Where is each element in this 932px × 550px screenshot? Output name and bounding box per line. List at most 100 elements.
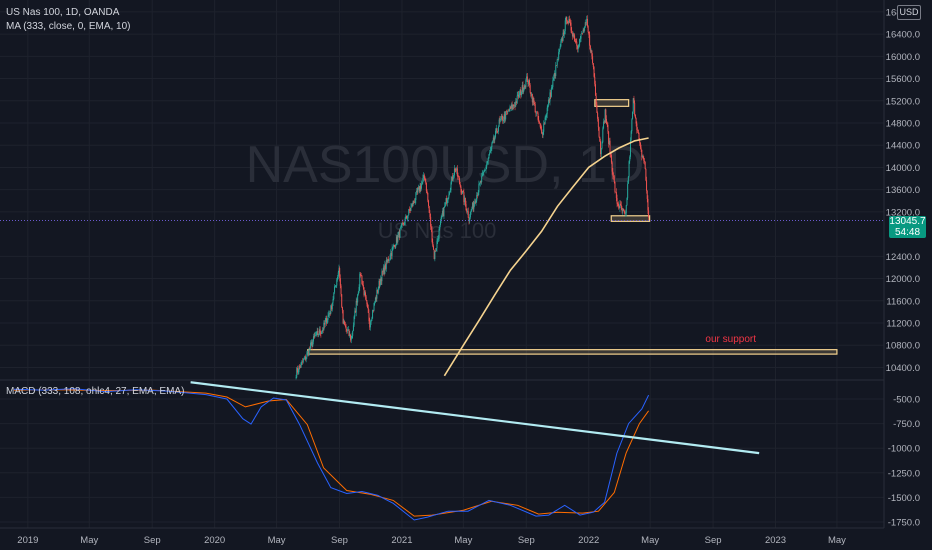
candle-body	[563, 32, 565, 35]
price-tick-label: 13600.0	[886, 185, 920, 196]
time-tick-label: Sep	[144, 535, 161, 546]
candle-body	[515, 101, 517, 104]
candle-body	[424, 177, 426, 179]
candle-body	[607, 124, 609, 132]
candle-body	[400, 224, 402, 228]
candle-body	[484, 169, 486, 172]
candle-body	[304, 356, 306, 360]
candle-body	[452, 178, 454, 181]
candle-body	[632, 111, 634, 120]
macd-tick-label: -1250.0	[888, 468, 920, 479]
candle-body	[536, 112, 538, 114]
candle-body	[448, 194, 450, 198]
price-tick-label: 12400.0	[886, 252, 920, 263]
candle-body	[612, 171, 614, 176]
candle-body	[493, 137, 495, 141]
candle-body	[531, 94, 533, 96]
candle-body	[615, 192, 617, 198]
candle-body	[641, 155, 643, 158]
time-tick-label: Sep	[518, 535, 535, 546]
candle-body	[399, 228, 401, 238]
candle-body	[374, 302, 376, 304]
time-axis[interactable]: 2019 May Sep 2020 May Sep 2021 May Sep 2022 May Sep…	[17, 535, 846, 546]
candle-body	[566, 16, 568, 22]
candle-body	[393, 244, 395, 247]
candle-body	[640, 147, 642, 150]
candle-body	[446, 198, 448, 204]
candle-body	[318, 334, 320, 336]
candle-body	[415, 192, 417, 200]
candle-body	[635, 118, 637, 124]
candle-body	[476, 194, 478, 201]
candle-body	[472, 202, 474, 210]
candle-body	[342, 310, 344, 324]
candle-body	[533, 98, 535, 103]
candle-body	[643, 158, 645, 162]
macd-trendline[interactable]	[190, 381, 760, 455]
candle-body	[392, 246, 394, 248]
candle-body	[611, 162, 613, 172]
currency-badge[interactable]: USD	[897, 5, 921, 20]
candle-body	[422, 178, 424, 182]
candle-body	[357, 294, 359, 303]
candle-body	[530, 92, 532, 96]
candle-body	[570, 22, 572, 31]
candle-body	[435, 250, 437, 252]
candle-body	[522, 85, 524, 92]
candle-body	[537, 113, 539, 120]
candle-body	[524, 85, 526, 88]
candle-body	[429, 212, 431, 217]
price-tick-label: 10400.0	[886, 363, 920, 374]
price-zone[interactable]	[594, 99, 630, 107]
candle-body	[506, 111, 508, 113]
candle-body	[534, 104, 536, 113]
candle-body	[405, 215, 407, 219]
candle-body	[430, 226, 432, 230]
candle-body	[587, 26, 589, 32]
price-zone[interactable]	[307, 349, 838, 355]
candle-body	[550, 92, 552, 97]
candle-body	[584, 27, 586, 31]
candle-body	[347, 329, 349, 331]
ma-indicator-label[interactable]: MA (333, close, 0, EMA, 10)	[6, 21, 131, 32]
price-zone[interactable]	[610, 215, 651, 222]
macd-axis[interactable]: -500.0 -750.0 -1000.0 -1250.0 -1500.0 -1750.0	[888, 395, 920, 529]
symbol-title[interactable]: US Nas 100, 1D, OANDA	[6, 7, 120, 18]
candle-body	[556, 59, 558, 66]
candle-body	[402, 222, 404, 224]
candle-body	[490, 147, 492, 151]
candle-body	[379, 280, 381, 285]
candle-body	[303, 359, 305, 360]
price-axis[interactable]: 16800.016400.016000.015600.015200.014800…	[886, 7, 920, 374]
candle-body	[344, 321, 346, 325]
candle-body	[622, 209, 624, 212]
candle-body	[571, 33, 573, 37]
candle-body	[602, 128, 604, 143]
time-tick-label: 2020	[204, 535, 225, 546]
price-tick-label: 15600.0	[886, 74, 920, 85]
candle-body	[535, 112, 537, 114]
candle-body	[400, 227, 402, 229]
candle-body	[425, 178, 427, 183]
candle-body	[581, 32, 583, 34]
candle-body	[459, 178, 461, 185]
candle-body	[476, 194, 478, 196]
candle-body	[647, 198, 649, 211]
candle-body	[498, 119, 500, 127]
candle-body	[482, 172, 484, 174]
candle-body	[465, 204, 467, 211]
candle-body	[572, 34, 574, 37]
candle-body	[364, 292, 366, 296]
macd-indicator-label[interactable]: MACD (333, 108, ohlc4, 27, EMA, EMA)	[6, 386, 185, 397]
candle-body	[494, 137, 496, 141]
candle-body	[646, 190, 648, 199]
candle-body	[484, 169, 486, 171]
candle-body	[340, 285, 342, 295]
candle-body	[571, 30, 573, 34]
candle-body	[620, 205, 622, 209]
candle-body	[439, 220, 441, 226]
candle-body	[475, 200, 477, 203]
candle-body	[351, 335, 353, 339]
candle-body	[356, 300, 358, 303]
